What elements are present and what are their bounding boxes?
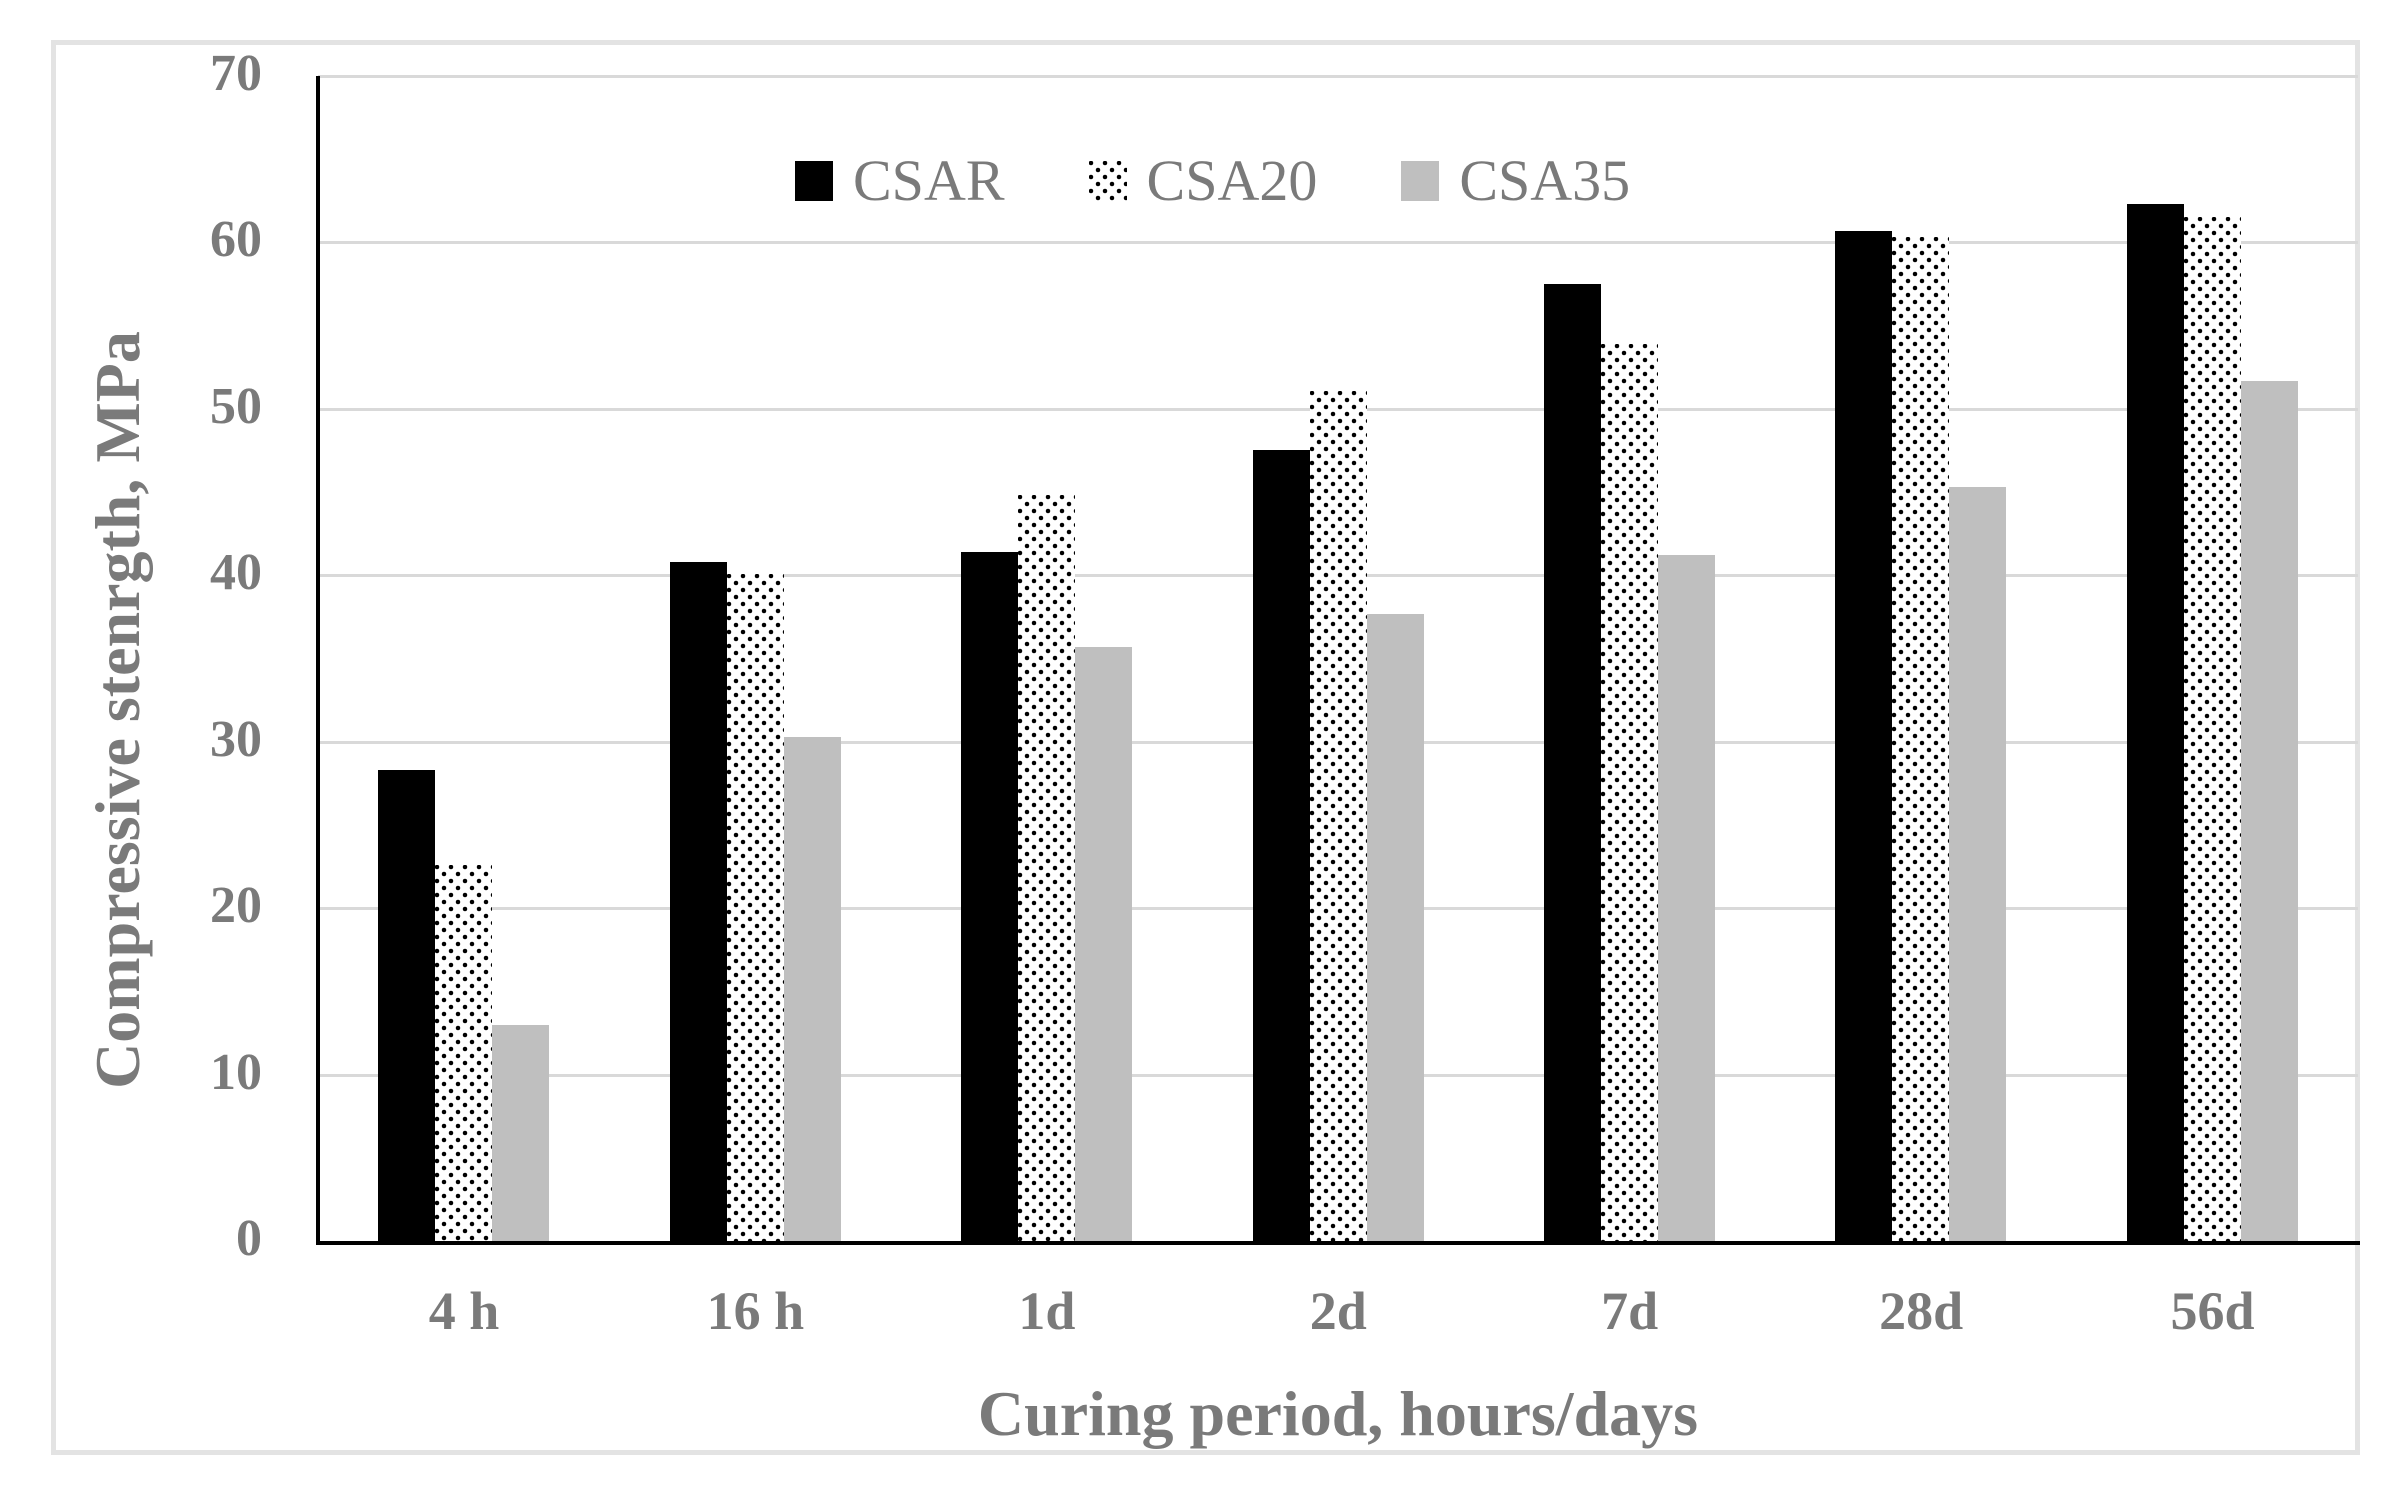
y-tick-label-20: 20 [210, 877, 262, 935]
gridline-y60 [318, 241, 2358, 245]
bar-csa20-16h [727, 574, 784, 1241]
y-tick-label-30: 30 [210, 710, 262, 768]
y-axis-line [316, 76, 320, 1243]
bar-csar-1d [961, 552, 1018, 1241]
bar-csa35-2d [1367, 614, 1424, 1241]
bar-csa35-1d [1075, 647, 1132, 1241]
x-tick-label-56d: 56d [2170, 1281, 2255, 1341]
gridline-y70 [318, 75, 2358, 78]
bar-csa20-28d [1892, 237, 1949, 1241]
y-tick-label-10: 10 [210, 1043, 262, 1101]
legend-item-csa20: CSA20 [1088, 148, 1318, 213]
x-axis-title: Curing period, hours/days [977, 1378, 1699, 1449]
legend-item-csa35: CSA35 [1401, 152, 1630, 210]
x-tick-label-1d: 1d [1018, 1281, 1076, 1341]
bar-csar-2d [1253, 450, 1310, 1241]
x-tick-label-4h: 4 h [428, 1281, 500, 1341]
legend-swatch-csa20-icon [1088, 161, 1127, 201]
bar-csar-4h [378, 770, 435, 1241]
legend-swatch-csar-icon [795, 161, 833, 201]
x-tick-label-2d: 2d [1309, 1281, 1367, 1341]
y-tick-label-40: 40 [210, 544, 262, 602]
x-tick-label-7d: 7d [1601, 1281, 1659, 1341]
bar-csa35-16h [784, 737, 841, 1241]
y-tick-label-50: 50 [210, 377, 262, 435]
y-tick-label-70: 70 [210, 44, 262, 102]
x-axis-line [316, 1241, 2360, 1245]
y-tick-label-60: 60 [210, 211, 262, 269]
bar-csa35-28d [1949, 487, 2006, 1241]
legend-item-csar: CSAR [795, 152, 1005, 210]
legend-label-csar: CSAR [853, 148, 1005, 213]
bar-csa20-7d [1601, 344, 1658, 1241]
y-axis-title: Compressive stenrgth, MPa [82, 331, 153, 1089]
bar-csa35-7d [1658, 555, 1715, 1241]
legend-label-csa35: CSA35 [1459, 148, 1631, 213]
bar-csa35-56d [2241, 381, 2298, 1241]
legend: CSAR CSA20 CSA35 [795, 152, 1630, 210]
y-tick-label-0: 0 [236, 1209, 262, 1267]
bar-csar-7d [1544, 284, 1601, 1241]
legend-label-csa20: CSA20 [1146, 148, 1318, 213]
bar-csa20-4h [435, 865, 492, 1241]
plot-area [318, 75, 2358, 1241]
bar-csa20-2d [1310, 391, 1367, 1241]
x-tick-label-16h: 16 h [706, 1281, 805, 1341]
bar-csar-56d [2127, 204, 2184, 1241]
legend-swatch-csa35-icon [1401, 161, 1440, 201]
x-tick-label-28d: 28d [1879, 1281, 1964, 1341]
bar-csa20-56d [2184, 217, 2241, 1241]
bar-csa35-4h [492, 1025, 549, 1241]
bar-csar-28d [1835, 231, 1892, 1241]
bar-csar-16h [670, 562, 727, 1241]
bar-csa20-1d [1018, 495, 1075, 1241]
